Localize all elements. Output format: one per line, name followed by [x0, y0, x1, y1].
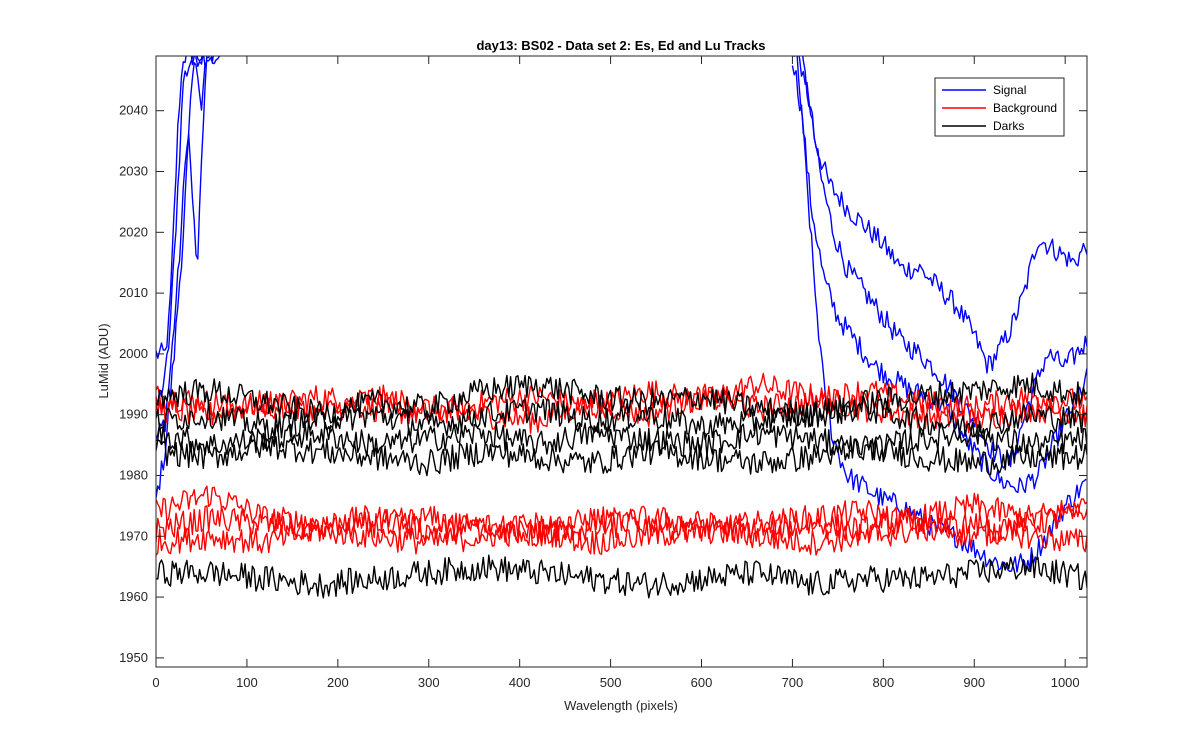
y-tick-label: 1950	[119, 650, 148, 665]
x-axis-label: Wavelength (pixels)	[564, 698, 678, 713]
series-layer	[156, 56, 1087, 599]
x-tick-label: 900	[963, 675, 985, 690]
series-line-signal-3	[156, 62, 206, 499]
y-tick-label: 2010	[119, 285, 148, 300]
series-line-darks-16	[156, 432, 1087, 477]
series-line-background-11	[156, 492, 1087, 544]
series-line-darks-17	[156, 553, 1087, 599]
series-line-darks-15	[156, 420, 1087, 462]
plot-area	[156, 56, 1087, 667]
x-tick-label: 800	[872, 675, 894, 690]
series-line-signal-1	[156, 56, 214, 404]
y-tick-label: 2040	[119, 103, 148, 118]
legend: Signal Background Darks	[934, 77, 1065, 137]
x-tick-label: 500	[600, 675, 622, 690]
y-tick-label: 1970	[119, 528, 148, 543]
series-line-signal-4	[793, 56, 1087, 374]
x-tick-label: 0	[152, 675, 159, 690]
y-tick-label: 1980	[119, 467, 148, 482]
legend-label-darks: Darks	[993, 119, 1024, 133]
y-tick-label: 1960	[119, 589, 148, 604]
series-line-signal-2	[156, 56, 208, 440]
x-tick-label: 600	[691, 675, 713, 690]
y-tick-label: 2030	[119, 164, 148, 179]
tick-layer: 0 100 200 300 400 500 600 700 800 900 1000 1950 1960…	[119, 56, 1087, 690]
y-tick-label: 2020	[119, 224, 148, 239]
x-tick-label: 300	[418, 675, 440, 690]
series-line-signal-6	[791, 65, 1087, 494]
y-axis-label: LuMid (ADU)	[96, 323, 111, 398]
x-tick-label: 1000	[1051, 675, 1080, 690]
axes-box	[155, 55, 1088, 668]
x-tick-label: 400	[509, 675, 531, 690]
chart-title: day13: BS02 - Data set 2: Es, Ed and Lu …	[476, 38, 765, 53]
y-tick-label: 1990	[119, 407, 148, 422]
series-line-darks-14	[156, 395, 1087, 441]
legend-label-signal: Signal	[993, 83, 1026, 97]
legend-label-background: Background	[993, 101, 1057, 115]
series-line-signal-5	[802, 56, 1087, 469]
x-tick-label: 100	[236, 675, 258, 690]
y-tick-label: 2000	[119, 346, 148, 361]
x-tick-label: 200	[327, 675, 349, 690]
series-line-background-12	[156, 512, 1087, 556]
x-tick-label: 700	[782, 675, 804, 690]
